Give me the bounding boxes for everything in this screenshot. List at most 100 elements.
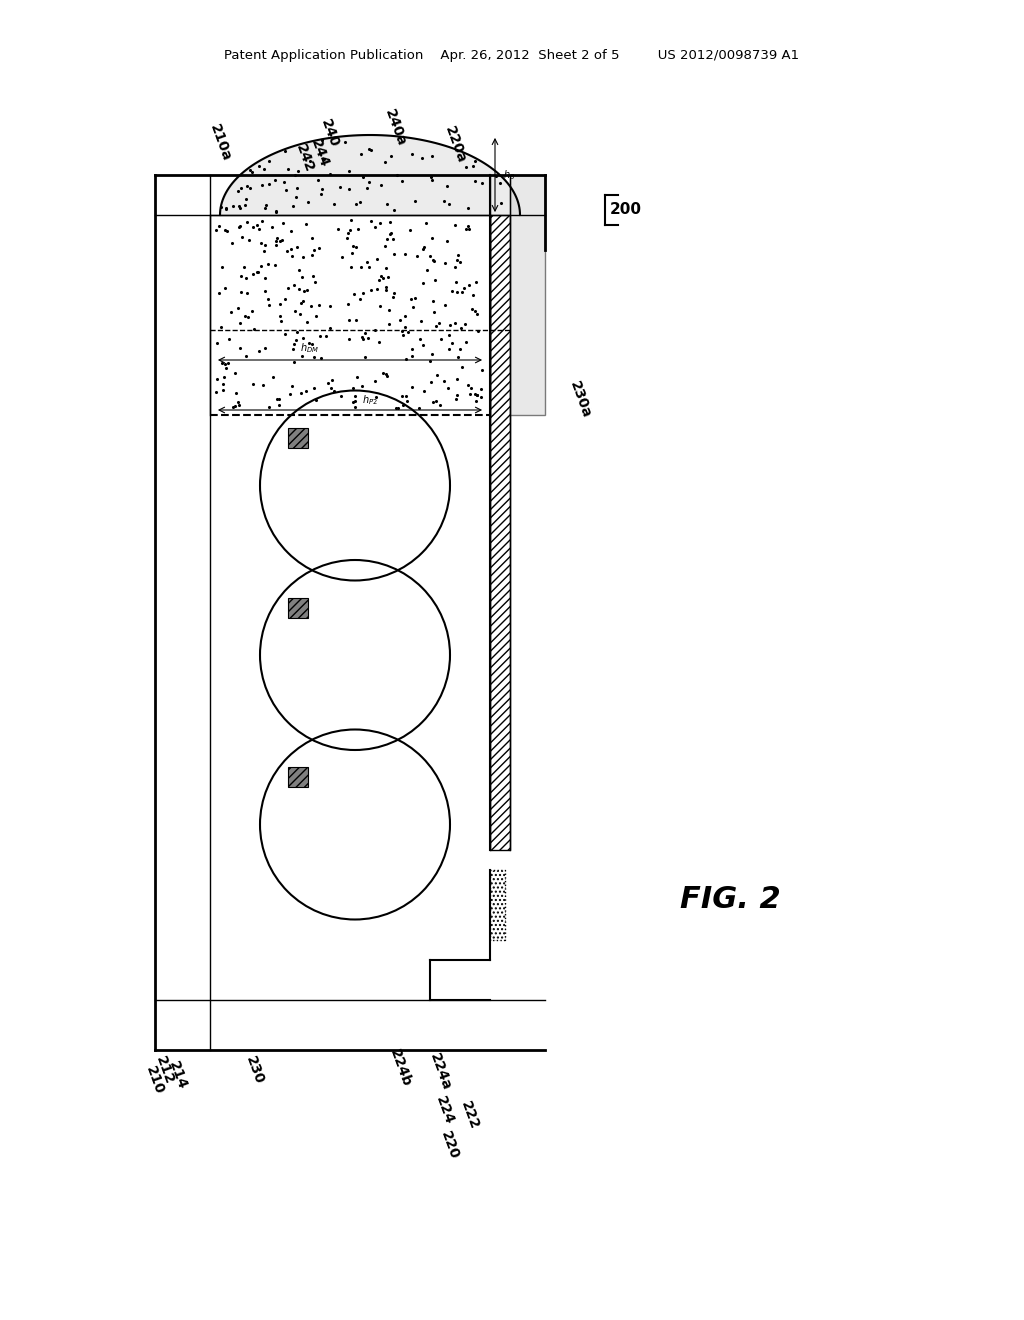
Text: 222: 222	[459, 1098, 481, 1131]
Point	[253, 256, 269, 277]
Point	[492, 173, 508, 194]
Point	[474, 359, 490, 380]
Point	[404, 297, 421, 318]
Point	[468, 391, 484, 412]
Point	[373, 265, 389, 286]
Point	[308, 389, 325, 411]
Point	[323, 378, 339, 399]
Text: 220: 220	[438, 1129, 462, 1162]
Point	[304, 227, 321, 248]
Point	[377, 235, 393, 256]
Point	[232, 177, 249, 198]
Text: FIG. 2: FIG. 2	[680, 886, 780, 915]
Point	[341, 329, 357, 350]
Point	[238, 189, 254, 210]
Bar	[288, 598, 308, 618]
Point	[285, 375, 301, 396]
Point	[424, 343, 440, 364]
Point	[280, 158, 296, 180]
Point	[450, 347, 466, 368]
Point	[357, 323, 374, 345]
Point	[276, 289, 293, 310]
Point	[249, 261, 265, 282]
Point	[326, 194, 342, 215]
Point	[230, 195, 247, 216]
Point	[462, 383, 478, 404]
Point	[469, 384, 485, 405]
Bar	[490, 870, 505, 940]
Point	[258, 194, 274, 215]
Point	[230, 181, 247, 202]
Point	[295, 327, 311, 348]
Point	[359, 178, 376, 199]
Point	[271, 389, 288, 411]
Point	[424, 169, 440, 190]
Point	[452, 252, 468, 273]
Point	[289, 177, 305, 198]
Point	[467, 383, 483, 404]
Point	[281, 277, 297, 298]
Point	[229, 297, 246, 318]
Point	[255, 375, 271, 396]
Point	[418, 213, 434, 234]
Point	[367, 319, 383, 341]
Point	[218, 197, 234, 218]
Text: Patent Application Publication    Apr. 26, 2012  Sheet 2 of 5         US 2012/00: Patent Application Publication Apr. 26, …	[224, 49, 800, 62]
Point	[310, 170, 327, 191]
Point	[348, 367, 365, 388]
Point	[307, 272, 324, 293]
Point	[425, 392, 441, 413]
Point	[386, 282, 402, 304]
Point	[423, 166, 439, 187]
Point	[240, 282, 256, 304]
Point	[355, 166, 372, 187]
Point	[245, 216, 261, 238]
Point	[396, 317, 413, 338]
Point	[272, 310, 289, 331]
Point	[231, 216, 248, 238]
Point	[242, 160, 258, 181]
Text: 242: 242	[294, 141, 316, 174]
Point	[267, 255, 284, 276]
Point	[458, 219, 474, 240]
Point	[436, 371, 453, 392]
Point	[342, 210, 358, 231]
Point	[394, 393, 411, 414]
Text: 200: 200	[610, 202, 642, 218]
Point	[291, 279, 307, 300]
Point	[362, 140, 379, 161]
Point	[217, 199, 233, 220]
Point	[454, 356, 470, 378]
Point	[409, 246, 425, 267]
Point	[354, 329, 371, 350]
Point	[227, 362, 244, 383]
Point	[344, 243, 360, 264]
Point	[460, 374, 476, 395]
Point	[319, 372, 336, 393]
Point	[304, 334, 321, 355]
Point	[457, 313, 473, 334]
Point	[372, 213, 388, 234]
Point	[378, 276, 394, 297]
Point	[452, 339, 468, 360]
Point	[306, 239, 323, 260]
Point	[284, 246, 300, 267]
Point	[443, 280, 460, 301]
Point	[403, 339, 420, 360]
Point	[313, 347, 330, 368]
Point	[212, 315, 228, 337]
Text: $h_{P2}$: $h_{P2}$	[362, 393, 378, 407]
Point	[373, 174, 389, 195]
Point	[240, 306, 256, 327]
Point	[488, 166, 505, 187]
Point	[217, 277, 233, 298]
Point	[289, 236, 305, 257]
Point	[397, 385, 414, 407]
Point	[380, 267, 396, 288]
Point	[442, 314, 459, 335]
Point	[435, 190, 452, 211]
Point	[330, 218, 346, 239]
Point	[326, 381, 342, 403]
Point	[305, 265, 322, 286]
Point	[303, 296, 319, 317]
